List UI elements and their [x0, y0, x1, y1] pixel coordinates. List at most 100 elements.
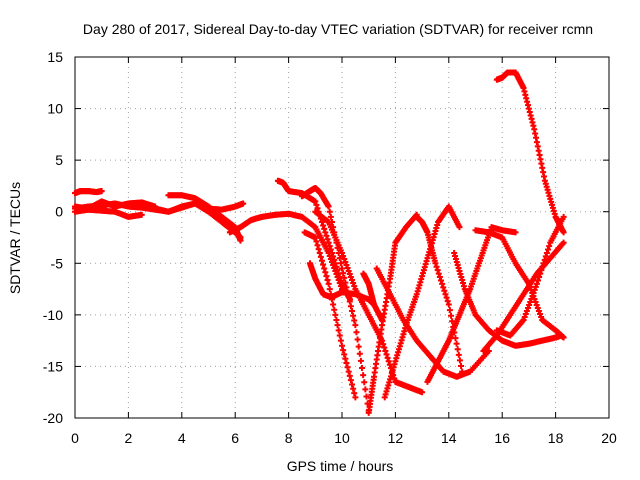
x-tick-label: 2 [125, 430, 133, 446]
data-point [326, 208, 333, 215]
data-point [322, 269, 329, 276]
data-point [343, 262, 350, 269]
data-point [313, 201, 320, 208]
data-point [521, 314, 528, 321]
x-tick-label: 16 [494, 430, 510, 446]
data-point [340, 270, 347, 277]
data-point [323, 273, 330, 280]
data-point [347, 274, 354, 281]
data-point [342, 258, 349, 265]
series-arc-mid-e [312, 208, 426, 396]
data-point [527, 298, 534, 305]
data-point [355, 343, 362, 350]
data-point [324, 277, 331, 284]
data-point [353, 329, 360, 336]
data-point [532, 283, 539, 290]
data-point [318, 257, 325, 264]
series-arc-late-d [424, 224, 519, 385]
series-arc-mid-h [360, 270, 386, 324]
data-point [446, 307, 453, 314]
data-point [314, 205, 321, 212]
chart-title: Day 280 of 2017, Sidereal Day-to-day VTE… [83, 21, 593, 37]
series-arc-early-b [72, 206, 145, 220]
data-point [339, 342, 345, 349]
data-point [325, 280, 332, 287]
data-point [341, 255, 348, 262]
data-point [540, 260, 547, 267]
grid-lines [75, 57, 609, 418]
data-point [317, 253, 324, 260]
data-point [533, 301, 540, 308]
x-axis-label: GPS time / hours [287, 458, 394, 474]
data-point [98, 188, 105, 195]
series-arc-late-a [413, 213, 466, 375]
x-tick-label: 0 [71, 430, 79, 446]
data-point [456, 357, 463, 364]
data-point [334, 267, 341, 274]
series-arc-mid-a [226, 210, 351, 298]
data-point [347, 377, 354, 384]
data-point [453, 340, 460, 347]
data-point [340, 252, 347, 259]
data-point [330, 301, 337, 308]
data-point [440, 284, 447, 291]
data-point [347, 303, 354, 310]
data-point [357, 357, 364, 364]
data-point [438, 277, 445, 284]
data-point [344, 364, 351, 371]
data-point [526, 301, 533, 308]
data-point [512, 229, 519, 236]
data-point [523, 307, 530, 314]
x-tick-label: 8 [285, 430, 293, 446]
data-point [419, 389, 426, 396]
data-point [560, 239, 567, 246]
data-point [335, 327, 342, 334]
y-tick-label: -20 [43, 410, 63, 426]
data-point [381, 344, 388, 351]
data-point [337, 337, 344, 344]
data-point [432, 260, 439, 267]
data-point [327, 213, 334, 220]
data-point [346, 271, 353, 278]
data-point [343, 284, 350, 291]
data-point [538, 314, 545, 321]
data-point [542, 253, 549, 260]
data-point [545, 246, 552, 253]
data-point [350, 385, 357, 392]
data-point [354, 336, 361, 343]
data-point [485, 347, 492, 354]
data-point [380, 341, 387, 348]
data-point [320, 222, 327, 229]
x-tick-label: 4 [178, 430, 186, 446]
data-point [327, 246, 334, 253]
data-point [316, 249, 323, 256]
data-point [433, 263, 440, 270]
data-point [537, 270, 544, 277]
series-arc-late-b [373, 265, 492, 380]
data-point [318, 219, 325, 226]
data-point [525, 304, 532, 311]
x-tick-label: 18 [548, 430, 564, 446]
data-point [352, 394, 359, 401]
data-point [534, 304, 541, 311]
axis-ticks: 0 2 4 6 8 10 12 14 16 18 20 15 10 5 0 -5 -10 -15 -20 [43, 49, 617, 446]
data-point [539, 263, 546, 270]
data-point [522, 310, 529, 317]
x-tick-label: 6 [231, 430, 239, 446]
data-point [560, 213, 567, 220]
data-point [360, 372, 367, 379]
data-point [345, 368, 352, 375]
data-point [541, 256, 548, 263]
data-point [350, 280, 357, 287]
data-point [537, 310, 544, 317]
y-axis-label: SDTVAR / TECUs [7, 182, 23, 294]
data-point [340, 347, 347, 354]
data-point [452, 335, 459, 342]
data-point [533, 280, 540, 287]
data-point [454, 346, 461, 353]
y-tick-label: -15 [43, 358, 63, 374]
data-point [439, 280, 446, 287]
data-point [356, 350, 363, 357]
data-point [138, 211, 145, 218]
data-point [326, 286, 333, 293]
